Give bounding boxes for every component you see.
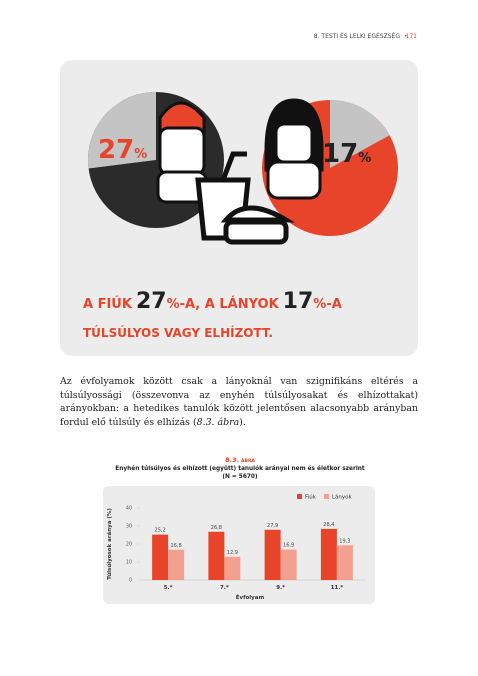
paragraph-text: Az évfolyamok között csak a lányoknál va…	[60, 376, 418, 428]
bullet: •	[404, 33, 408, 40]
pie-slice	[87, 92, 156, 169]
icons	[156, 98, 324, 245]
girl-body	[266, 160, 322, 200]
value-label: 16,9	[283, 543, 294, 549]
pie-value: 17	[322, 139, 358, 169]
unit: %	[313, 297, 326, 312]
y-tick-label: 20	[126, 542, 132, 548]
pie-value: 27	[98, 135, 134, 165]
boy-face	[158, 126, 206, 176]
y-tick-label: 40	[126, 506, 132, 512]
chart-subtitle: (N = 5670)	[222, 474, 258, 480]
burger-bottom	[223, 219, 289, 245]
legend-swatch	[297, 494, 302, 499]
value-label: 28,4	[323, 522, 334, 528]
chart-title: Enyhén túlsúlyos és elhízott (együtt) ta…	[115, 465, 365, 472]
value-label: 27,9	[267, 523, 278, 529]
pie-unit: %	[134, 147, 147, 162]
value-label: 25,2	[155, 528, 166, 534]
legend-label: Lányok	[332, 494, 353, 501]
headline-part: -A, A LÁNYOK	[180, 296, 280, 312]
value-label: 16,8	[171, 543, 182, 549]
running-head: 8. TESTI ÉS LELKI EGÉSZSÉG	[314, 32, 401, 40]
bar	[168, 549, 185, 580]
value-label: 26,8	[211, 525, 222, 531]
figure-label: 8.3. ÁBRA	[225, 456, 255, 464]
pie-slice	[330, 100, 390, 168]
girls-percent: 17	[283, 289, 314, 314]
pie-unit: %	[358, 151, 371, 166]
girl-face	[274, 122, 314, 164]
legend-label: Fiúk	[305, 494, 317, 501]
bar	[224, 556, 241, 580]
burger-top	[220, 205, 296, 223]
bar	[264, 529, 281, 580]
page-number: 171	[406, 33, 418, 40]
bar	[152, 534, 169, 580]
x-axis-label: Évfolyam	[236, 593, 265, 601]
bar	[208, 531, 225, 580]
pie-label: 27%	[98, 135, 147, 165]
value-label: 12,9	[227, 550, 238, 556]
paragraph: Az évfolyamok között csak a lányoknál va…	[60, 375, 418, 429]
legend-swatch	[323, 494, 329, 499]
x-tick-label: 5.*	[164, 585, 173, 591]
boys-percent: 27	[136, 289, 167, 314]
y-tick-label: 0	[129, 578, 132, 584]
unit: %	[167, 297, 180, 312]
y-tick-label: 30	[126, 524, 132, 530]
value-label: 19,3	[339, 538, 350, 544]
x-tick-label: 11.*	[331, 585, 344, 591]
bar	[336, 545, 353, 580]
headline-part: A FIÚK	[83, 296, 133, 312]
bar	[320, 528, 337, 580]
figure-number: 8.3.	[225, 456, 239, 464]
headline: A FIÚK 27%-A, A LÁNYOK 17%-A	[83, 289, 342, 314]
boy-hair	[158, 101, 206, 136]
figure-reference: 8.3. ábra	[196, 416, 240, 428]
subline: TÚLSÚLYOS VAGY ELHÍZOTT.	[83, 325, 273, 340]
headline-part: -A	[326, 297, 341, 312]
y-tick-label: 10	[126, 560, 132, 566]
straw	[220, 151, 247, 181]
bar	[280, 549, 297, 580]
figure-word: ÁBRA	[241, 457, 255, 464]
x-tick-label: 9.*	[276, 585, 285, 591]
y-axis-label: Túlsúlyosok aránya (%)	[106, 508, 113, 580]
x-tick-label: 7.*	[220, 585, 229, 591]
paragraph-text: ).	[239, 416, 246, 428]
pie-label: 17%	[322, 139, 371, 169]
